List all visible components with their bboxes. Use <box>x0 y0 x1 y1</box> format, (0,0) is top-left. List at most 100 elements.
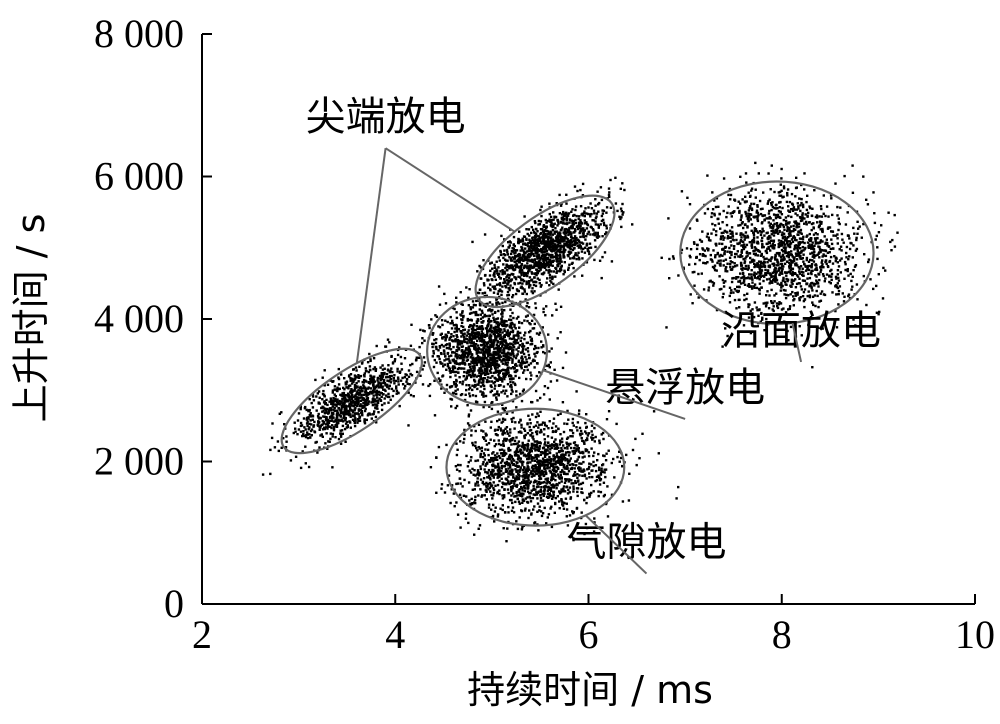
data-point <box>568 247 572 250</box>
data-point <box>483 377 487 380</box>
data-point <box>508 498 512 502</box>
data-point <box>500 320 504 324</box>
data-point <box>468 370 471 374</box>
data-point <box>562 219 565 222</box>
data-point <box>598 259 602 262</box>
data-point <box>495 398 498 401</box>
data-point <box>382 388 385 391</box>
data-point <box>449 501 452 505</box>
data-point <box>482 436 486 439</box>
data-point <box>362 384 365 387</box>
data-point <box>549 276 552 279</box>
data-point <box>337 406 340 410</box>
data-point <box>502 440 505 443</box>
data-point <box>498 347 501 351</box>
data-point <box>327 440 330 443</box>
data-point <box>468 384 471 387</box>
data-point <box>363 418 366 421</box>
data-point <box>317 416 320 419</box>
data-point <box>524 331 527 334</box>
data-point <box>502 351 505 354</box>
data-point <box>542 261 546 265</box>
data-point <box>530 258 534 261</box>
data-point <box>571 208 574 211</box>
data-point <box>390 374 393 378</box>
data-point <box>507 246 510 249</box>
data-point <box>440 352 443 356</box>
data-point <box>505 248 509 252</box>
data-point <box>474 501 477 505</box>
data-point <box>341 393 344 396</box>
data-point <box>531 436 534 439</box>
data-point <box>583 246 587 249</box>
data-point <box>509 347 512 350</box>
data-point <box>321 376 324 379</box>
data-point <box>598 468 601 472</box>
data-point <box>347 387 350 390</box>
data-point <box>574 205 578 208</box>
data-point <box>563 422 566 425</box>
data-point <box>434 341 438 345</box>
data-point <box>477 346 480 350</box>
data-point <box>539 442 542 445</box>
data-point <box>333 388 336 391</box>
data-point <box>581 194 585 197</box>
data-point <box>517 350 520 353</box>
data-point <box>574 229 577 233</box>
data-point <box>500 485 504 489</box>
data-point <box>545 221 548 224</box>
data-point <box>484 420 487 423</box>
data-point <box>584 448 587 451</box>
data-point <box>331 432 335 436</box>
data-point <box>598 441 601 445</box>
data-point <box>435 347 438 351</box>
data-point <box>315 395 318 398</box>
data-point <box>498 375 501 379</box>
data-point <box>501 285 504 288</box>
data-point <box>462 325 465 329</box>
data-point <box>501 380 504 383</box>
data-point <box>391 361 395 364</box>
data-point <box>468 288 471 291</box>
data-point <box>527 414 530 417</box>
data-point <box>558 481 561 485</box>
data-point <box>513 427 516 430</box>
data-point <box>409 363 412 367</box>
data-point <box>543 263 546 266</box>
data-point <box>513 244 516 248</box>
data-point <box>571 512 575 515</box>
data-point <box>473 332 477 335</box>
data-point <box>347 375 351 378</box>
data-point <box>487 476 491 479</box>
data-point <box>467 415 470 418</box>
data-point <box>460 321 464 324</box>
data-point <box>537 223 540 226</box>
data-point <box>491 458 494 462</box>
data-point <box>526 259 529 262</box>
data-point <box>332 396 335 400</box>
data-point <box>496 458 499 461</box>
data-point <box>510 252 513 256</box>
data-point <box>546 458 549 461</box>
data-point <box>383 397 386 400</box>
data-point <box>474 474 477 477</box>
data-point <box>604 459 608 462</box>
data-point <box>490 335 493 338</box>
data-point <box>451 306 455 310</box>
data-point <box>503 334 506 337</box>
data-point <box>383 382 387 385</box>
data-point <box>352 368 355 371</box>
data-point <box>503 464 507 468</box>
data-point <box>476 477 479 480</box>
data-point <box>559 232 562 235</box>
data-point <box>511 330 515 334</box>
data-point <box>501 269 504 272</box>
data-point <box>448 347 451 350</box>
data-point <box>476 387 479 391</box>
data-point <box>385 372 389 376</box>
data-point <box>510 346 513 349</box>
data-point <box>335 388 339 392</box>
data-point <box>565 217 568 220</box>
data-point <box>437 377 441 380</box>
data-point <box>505 470 509 473</box>
